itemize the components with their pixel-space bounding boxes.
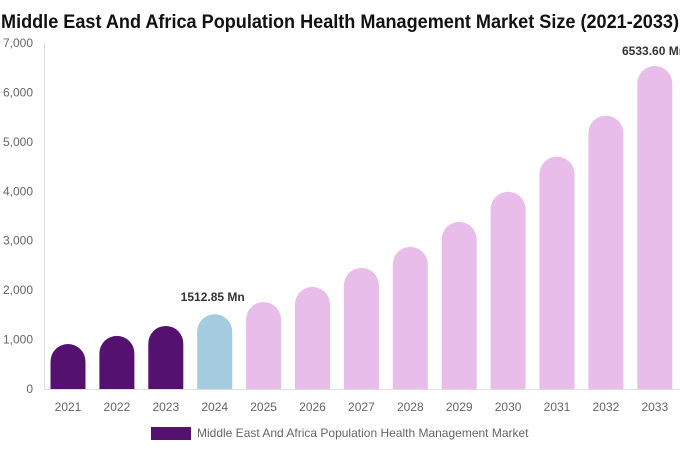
bar-2023 (148, 325, 184, 389)
x-tick-label: 2030 (495, 400, 522, 414)
data-label: 6533.60 Mn (622, 44, 680, 58)
x-tick-label: 2029 (446, 400, 473, 414)
y-tick-label: 2,000 (3, 283, 33, 297)
data-label: 1512.85 Mn (181, 290, 245, 304)
bar-2026 (295, 286, 330, 389)
legend-label: Middle East And Africa Population Health… (197, 426, 529, 440)
bar-2033 (637, 66, 673, 390)
x-tick-label: 2021 (55, 400, 82, 414)
bar-2030 (490, 191, 526, 389)
bar-2028 (392, 246, 428, 389)
x-tick-label: 2024 (201, 400, 228, 414)
bar-2022 (99, 335, 135, 389)
x-tick-label: 2027 (348, 400, 375, 414)
bar-2029 (441, 221, 477, 389)
chart-title: Middle East And Africa Population Health… (1, 12, 679, 33)
y-tick-label: 4,000 (3, 184, 33, 198)
x-tick-label: 2028 (397, 400, 424, 414)
y-tick-label: 0 (26, 382, 33, 396)
y-tick-label: 3,000 (3, 234, 33, 248)
x-tick-label: 2023 (152, 400, 179, 414)
bar-2032 (588, 115, 624, 389)
bar-2025 (246, 302, 282, 389)
x-tick-label: 2032 (593, 400, 620, 414)
y-tick-label: 6,000 (3, 85, 33, 99)
y-tick-label: 5,000 (3, 135, 33, 149)
bar-2021 (50, 344, 86, 389)
y-tick-label: 7,000 (3, 36, 33, 50)
x-tick-label: 2033 (641, 400, 668, 414)
x-tick-label: 2026 (299, 400, 326, 414)
x-tick-label: 2031 (544, 400, 571, 414)
legend-swatch (151, 427, 191, 440)
x-tick-label: 2022 (104, 400, 131, 414)
x-tick-label: 2025 (250, 400, 277, 414)
bar-2024 (197, 314, 233, 389)
y-tick-label: 1,000 (3, 333, 33, 347)
bar-2027 (343, 267, 379, 389)
bar-2031 (539, 156, 575, 389)
